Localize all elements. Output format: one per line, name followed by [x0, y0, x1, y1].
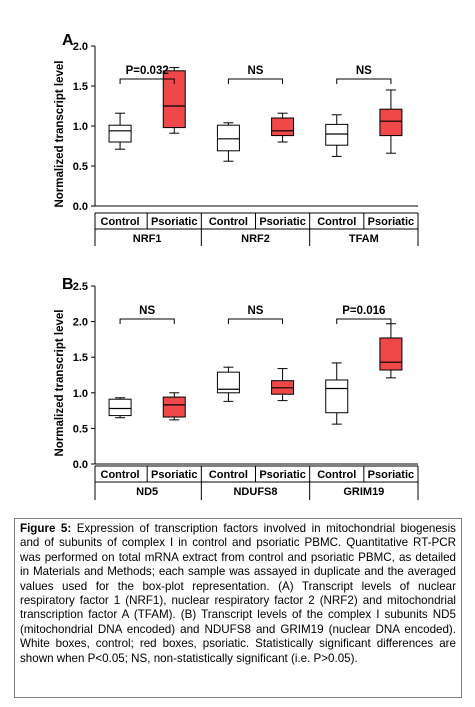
- box-ndufs8-control: [216, 366, 240, 402]
- group-label: GRIM19: [343, 486, 384, 498]
- box-grim19-control: [325, 362, 349, 425]
- condition-label: Control: [317, 216, 356, 228]
- condition-label: Control: [209, 216, 248, 228]
- box-body: [379, 337, 403, 371]
- condition-label: Psoriatic: [151, 216, 197, 228]
- y-tick-label: 0.0: [73, 201, 88, 213]
- significance-bracket: P=0.016: [336, 305, 392, 324]
- figure-caption: Figure 5: Expression of transcription fa…: [14, 518, 462, 698]
- group-label: NRF1: [133, 233, 162, 245]
- group-label: NRF2: [241, 233, 270, 245]
- box-body: [216, 124, 240, 152]
- y-tick-label: 2.0: [73, 317, 88, 329]
- box-body: [216, 371, 240, 394]
- box-nrf1-psoriatic: [162, 67, 186, 134]
- condition-label: Psoriatic: [368, 216, 414, 228]
- condition-label: Psoriatic: [151, 469, 197, 481]
- condition-label: Control: [101, 216, 140, 228]
- significance-bracket: NS: [227, 305, 284, 324]
- significance-label: NS: [248, 305, 264, 317]
- condition-label: Psoriatic: [259, 469, 305, 481]
- y-tick-label: 2.5: [73, 281, 88, 293]
- bracket-line: [227, 318, 284, 324]
- bracket-line: [336, 78, 392, 84]
- box-body: [325, 123, 349, 146]
- panel-a: A Normalized transcript level 0.0 0.5 1.0 1.5…: [54, 32, 419, 246]
- box-nd5-control: [108, 397, 132, 419]
- box-body: [271, 117, 295, 137]
- panel-b: B Normalized transcript level 0.0 0.5 1.0 1.5…: [54, 276, 419, 500]
- caption-text: Expression of transcription factors invo…: [20, 522, 456, 665]
- y-tick-label: 0.5: [73, 161, 88, 173]
- box-nrf2-psoriatic: [271, 112, 295, 143]
- y-tick-label: 1.5: [73, 352, 88, 364]
- box-body: [162, 396, 186, 418]
- caption-label: Figure 5:: [20, 522, 72, 535]
- condition-label: Psoriatic: [259, 216, 305, 228]
- condition-label: Psoriatic: [368, 469, 414, 481]
- condition-label: Control: [317, 469, 356, 481]
- significance-label: NS: [139, 305, 155, 317]
- box-body: [108, 124, 132, 143]
- significance-label: NS: [356, 65, 372, 77]
- y-axis-title-b: Normalized transcript level: [54, 310, 66, 457]
- significance-bracket: NS: [227, 65, 284, 84]
- bracket-line: [227, 78, 284, 84]
- group-label: ND5: [136, 486, 158, 498]
- condition-label: Control: [209, 469, 248, 481]
- box-tfam-control: [325, 114, 349, 157]
- y-tick-label: 1.5: [73, 81, 88, 93]
- y-tick-label: 2.0: [73, 41, 88, 53]
- significance-bracket: NS: [336, 65, 392, 84]
- box-body: [325, 379, 349, 414]
- y-axis-title-a: Normalized transcript level: [54, 61, 66, 208]
- y-tick-label: 1.0: [73, 388, 88, 400]
- significance-bracket: P=0.032: [119, 65, 175, 84]
- y-tick-label: 0.0: [73, 459, 88, 471]
- y-tick-label: 0.5: [73, 423, 88, 435]
- box-ndufs8-psoriatic: [271, 368, 295, 402]
- y-tick-label: 1.0: [73, 121, 88, 133]
- bracket-line: [119, 318, 175, 324]
- bracket-line: [336, 318, 392, 324]
- panel-label-a: A: [62, 32, 74, 49]
- box-body: [162, 70, 186, 129]
- panel-label-b: B: [62, 276, 74, 293]
- condition-label: Control: [101, 469, 140, 481]
- significance-bracket: NS: [119, 305, 175, 324]
- box-nrf2-control: [216, 122, 240, 162]
- category-table-a: Control Psoriatic NRF1 Control Psoriatic NRF2…: [94, 212, 419, 246]
- box-nrf1-control: [108, 112, 132, 150]
- significance-label: NS: [248, 65, 264, 77]
- significance-label: P=0.016: [342, 305, 385, 317]
- significance-label: P=0.032: [126, 65, 169, 77]
- box-body: [108, 398, 132, 417]
- box-body: [379, 108, 403, 137]
- bracket-line: [119, 78, 175, 84]
- box-tfam-psoriatic: [379, 89, 403, 154]
- group-label: NDUFS8: [233, 486, 277, 498]
- box-nd5-psoriatic: [162, 392, 186, 421]
- box-grim19-psoriatic: [379, 323, 403, 379]
- group-label: TFAM: [349, 233, 379, 245]
- category-table-b: Control Psoriatic ND5 Control Psoriatic NDUFS…: [94, 465, 419, 500]
